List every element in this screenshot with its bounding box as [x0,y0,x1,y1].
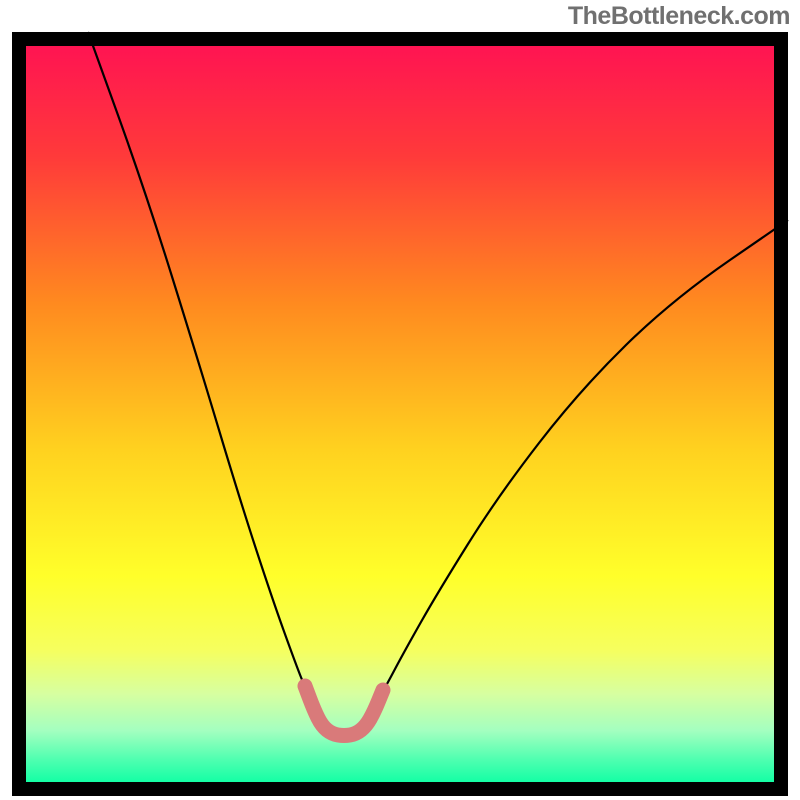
trough-highlight [305,686,383,736]
chart-curves-layer [0,0,800,800]
bottleneck-curve-right [374,220,788,706]
bottleneck-curve-left [88,32,314,706]
